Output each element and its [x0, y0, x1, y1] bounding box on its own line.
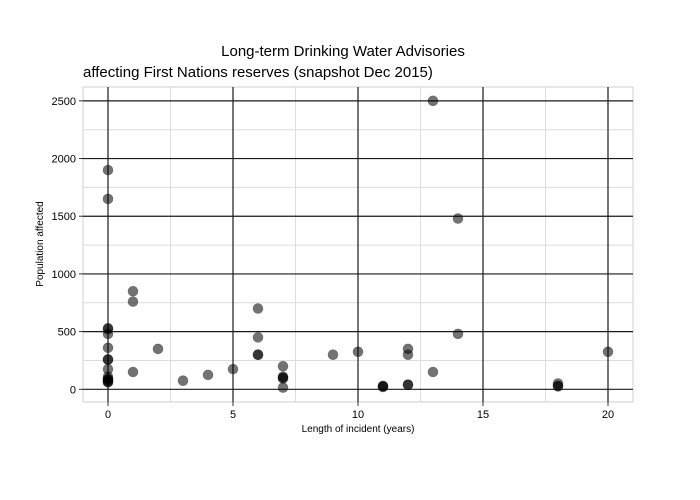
x-tick-label: 20: [602, 409, 614, 421]
data-point: [102, 354, 114, 366]
y-tick-label: 1500: [52, 211, 76, 223]
data-point: [102, 193, 114, 205]
data-point: [252, 332, 264, 343]
y-tick-label: 2000: [52, 154, 76, 166]
chart-subtitle: affecting First Nations reserves (snapsh…: [83, 64, 433, 81]
data-point: [327, 349, 339, 360]
y-axis-ticks: 0 500 1000 1500 2000 2500: [52, 96, 83, 396]
y-tick-label: 0: [70, 384, 76, 396]
data-point: [352, 346, 364, 358]
data-point: [102, 377, 114, 388]
x-tick-label: 0: [105, 409, 111, 421]
x-tick-label: 5: [230, 409, 236, 421]
data-point: [152, 343, 164, 355]
data-point: [277, 360, 289, 372]
data-point: [252, 303, 264, 314]
data-point: [427, 366, 439, 378]
data-point: [177, 375, 189, 386]
x-tick-label: 15: [477, 409, 489, 421]
data-point: [102, 342, 114, 354]
major-gridlines: [83, 87, 633, 402]
data-point: [552, 381, 564, 392]
data-point: [377, 381, 389, 393]
y-tick-label: 1000: [52, 269, 76, 281]
data-points: [102, 95, 614, 393]
x-axis-label: Length of incident (years): [302, 424, 415, 435]
data-point: [127, 296, 139, 307]
data-point: [602, 346, 614, 358]
x-axis-ticks: 0 5 10 15 20: [105, 402, 614, 421]
data-point: [202, 369, 214, 381]
data-point: [427, 95, 439, 107]
x-tick-label: 10: [352, 409, 364, 421]
data-point: [252, 349, 264, 360]
data-point: [127, 366, 139, 378]
data-point: [102, 164, 114, 176]
data-point: [452, 328, 464, 340]
data-point: [127, 285, 139, 297]
chart-title: Long-term Drinking Water Advisories: [221, 43, 465, 60]
data-point: [452, 213, 464, 224]
data-point: [402, 349, 414, 360]
y-tick-label: 2500: [52, 96, 76, 108]
data-point: [102, 328, 114, 340]
y-axis-label: Population affected: [35, 201, 46, 286]
data-point: [277, 373, 289, 384]
y-tick-label: 500: [58, 327, 76, 339]
data-point: [277, 382, 289, 393]
data-point: [402, 379, 414, 390]
data-point: [227, 363, 239, 375]
